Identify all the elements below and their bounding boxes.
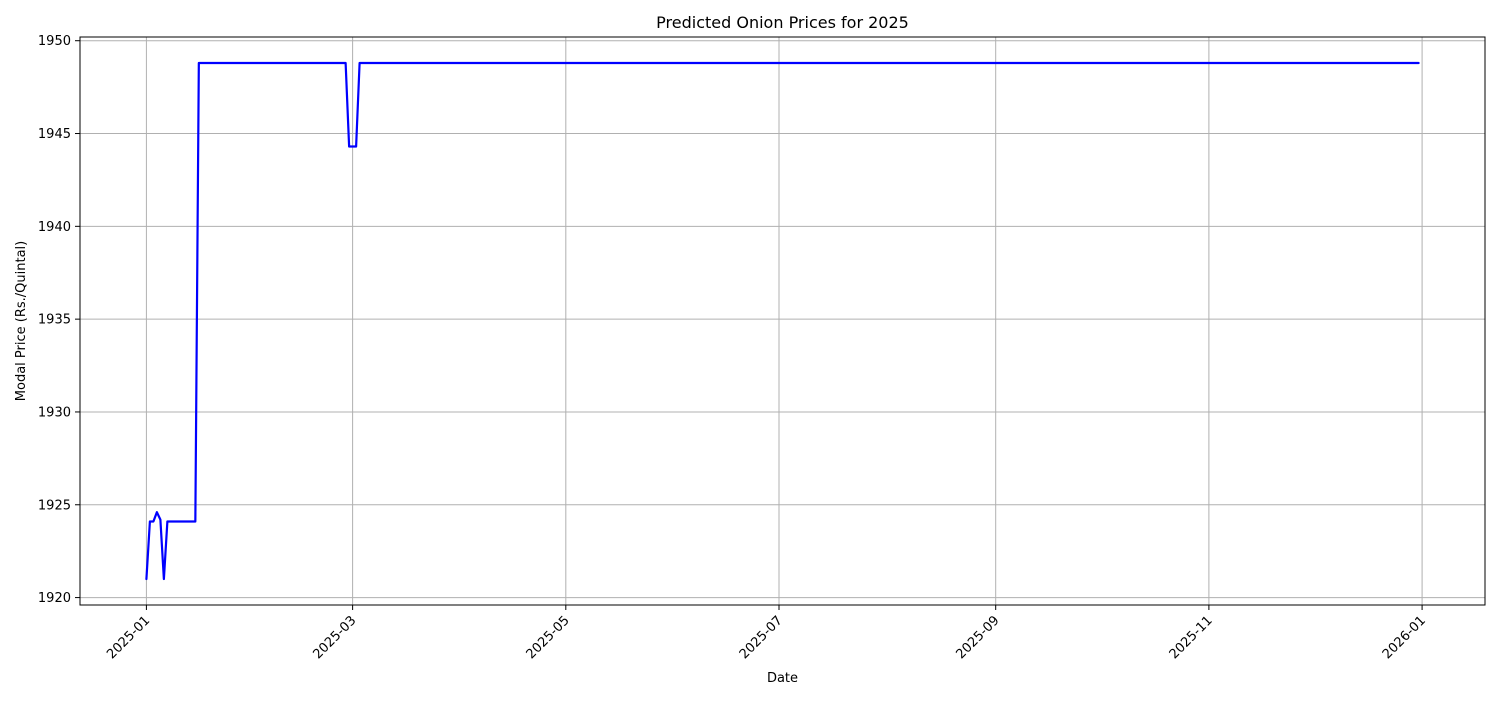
series-layer [145, 61, 1420, 581]
y-tick-label: 1920 [38, 591, 71, 606]
y-tick-label: 1940 [38, 220, 71, 235]
grid [80, 37, 1485, 605]
y-tick-label: 1935 [38, 313, 71, 328]
series-line [145, 61, 1420, 581]
x-axis-label: Date [767, 671, 798, 686]
y-tick-label: 1925 [38, 498, 71, 513]
y-tick-label: 1945 [38, 127, 71, 142]
chart-title: Predicted Onion Prices for 2025 [656, 13, 909, 32]
y-axis-label: Modal Price (Rs./Quintal) [14, 241, 29, 401]
plot-frame [79, 36, 1486, 606]
y-tick-label: 1950 [38, 34, 71, 49]
y-tick-label: 1930 [38, 405, 71, 420]
